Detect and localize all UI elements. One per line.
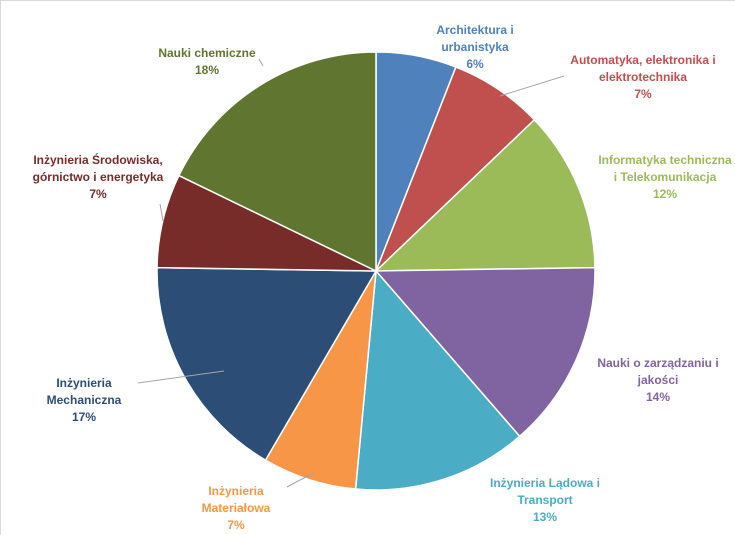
slice-label: Inżynieria Lądowa i Transport 13% [490,476,600,524]
slice-category-label: Automatyka, elektronika i [570,53,715,67]
leader-line [137,370,225,384]
slice-percent-label: 6% [466,57,484,71]
leader-line [499,75,565,97]
leader-line [258,58,264,67]
slice-category-label: Architektura i [436,23,513,37]
slice-label: Nauki chemiczne 18% [158,46,256,77]
slice-category-label: Inżynieria Lądowa i [490,476,600,490]
slice-percent-label: 14% [646,390,670,404]
frame-top-border [0,0,735,1]
slice-category-label: elektrotechnika [599,70,687,84]
slice-category-label: i Telekomunikacja [614,170,717,184]
slice-category-label: jakości [637,373,679,387]
slice-category-label: Inżynieria Środowiska, [33,152,162,167]
slice-category-label: górnictwo i energetyka [33,170,164,184]
slice-category-label: Informatyka techniczna [598,153,732,167]
pie-slice [374,266,596,438]
slice-percent-label: 7% [227,518,245,532]
slice-percent-label: 7% [634,87,652,101]
leader-line [159,203,164,222]
slice-label: Inżynieria Mechaniczna 17% [47,376,122,424]
leader-line [286,472,314,488]
slice-category-label: urbanistyka [441,40,509,54]
slice-percent-label: 13% [533,510,557,524]
slice-label: Informatyka techniczna i Telekomunikacja 1… [598,153,732,201]
slice-label: Inżynieria Materiałowa 7% [202,484,271,532]
slice-category-label: Nauki chemiczne [158,46,256,60]
leader-lines-layer [137,58,565,488]
slice-category-label: Mechaniczna [47,393,122,407]
slice-category-label: Materiałowa [202,501,271,515]
slice-category-label: Nauki o zarządzaniu i [597,356,718,370]
slice-label: Inżynieria Środowiska, górnictwo i energe… [33,152,164,201]
slice-percent-label: 18% [195,63,219,77]
slices-layer [156,51,596,491]
slice-percent-label: 12% [653,187,677,201]
slice-percent-label: 17% [72,410,96,424]
slice-category-label: Inżynieria [56,376,112,390]
frame-left-border [0,0,1,535]
pie-slice [354,269,521,491]
pie-slice [374,118,596,272]
slice-category-label: Inżynieria [208,484,264,498]
slice-label: Architektura i urbanistyka 6% [436,23,513,71]
slice-label: Nauki o zarządzaniu i jakości 14% [597,356,718,404]
pie-slice [177,51,377,273]
labels-layer: Architektura i urbanistyka 6% Automatyka, e… [33,23,732,532]
pie-slice [156,266,378,462]
slice-label: Automatyka, elektronika i elektrotechnika… [570,53,715,101]
slice-percent-label: 7% [89,187,107,201]
slice-category-label: Transport [517,493,572,507]
